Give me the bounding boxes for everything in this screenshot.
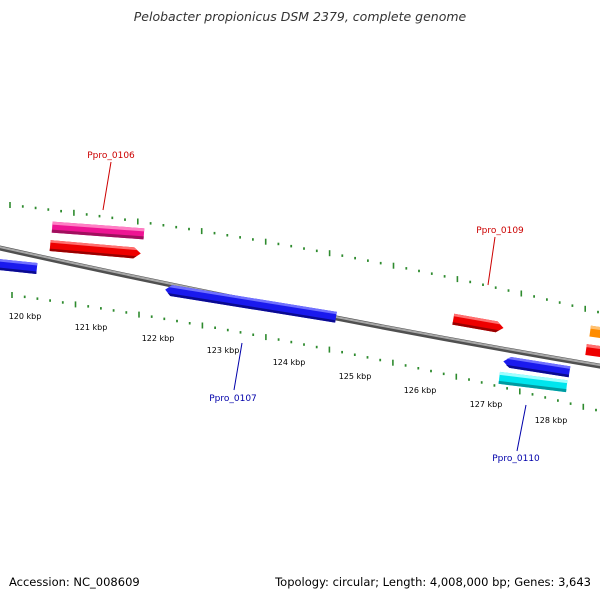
gene-label-ppro-0110[interactable]: Ppro_0110	[492, 454, 540, 464]
scale-label: 123 kbp	[207, 346, 240, 355]
map-title: Pelobacter propionicus DSM 2379, complet…	[133, 9, 467, 24]
feature-right-edge-orange[interactable]	[589, 325, 600, 340]
feature-left-edge-reverse[interactable]	[0, 258, 38, 274]
scale-label: 120 kbp	[9, 312, 42, 321]
scale-label: 125 kbp	[339, 372, 372, 381]
feature-ppro-0109-arrow[interactable]	[452, 313, 504, 334]
feature-ppro-0110-reverse-arrow[interactable]	[502, 356, 571, 378]
genome-summary-text: Topology: circular; Length: 4,008,000 bp…	[275, 575, 591, 589]
scale-label: 121 kbp	[75, 323, 108, 332]
gene-label-ppro-0107[interactable]: Ppro_0107	[209, 394, 257, 404]
leader-line-ppro-0110	[516, 404, 527, 452]
feature-ppro-0106-arrow[interactable]	[49, 240, 142, 259]
accession-text: Accession: NC_008609	[9, 575, 140, 589]
scale-label: 128 kbp	[535, 416, 568, 425]
scale-label: 124 kbp	[273, 358, 306, 367]
gene-label-ppro-0109[interactable]: Ppro_0109	[476, 226, 524, 236]
feature-ppro-0106-magenta[interactable]	[51, 221, 145, 240]
feature-ppro-0107-arrow[interactable]	[164, 284, 337, 323]
upper-tick-row	[9, 202, 599, 314]
scale-label: 126 kbp	[404, 386, 437, 395]
scale-label: 122 kbp	[142, 334, 175, 343]
feature-ppro-0110-cyan[interactable]	[498, 371, 568, 393]
lower-tick-row	[11, 292, 597, 412]
leader-line-ppro-0107	[233, 342, 243, 391]
feature-right-edge-red[interactable]	[585, 344, 600, 359]
leader-line-ppro-0109	[487, 236, 496, 286]
gene-label-ppro-0106[interactable]: Ppro_0106	[87, 151, 135, 161]
scale-label: 127 kbp	[470, 400, 503, 409]
leader-line-ppro-0106	[102, 161, 112, 211]
